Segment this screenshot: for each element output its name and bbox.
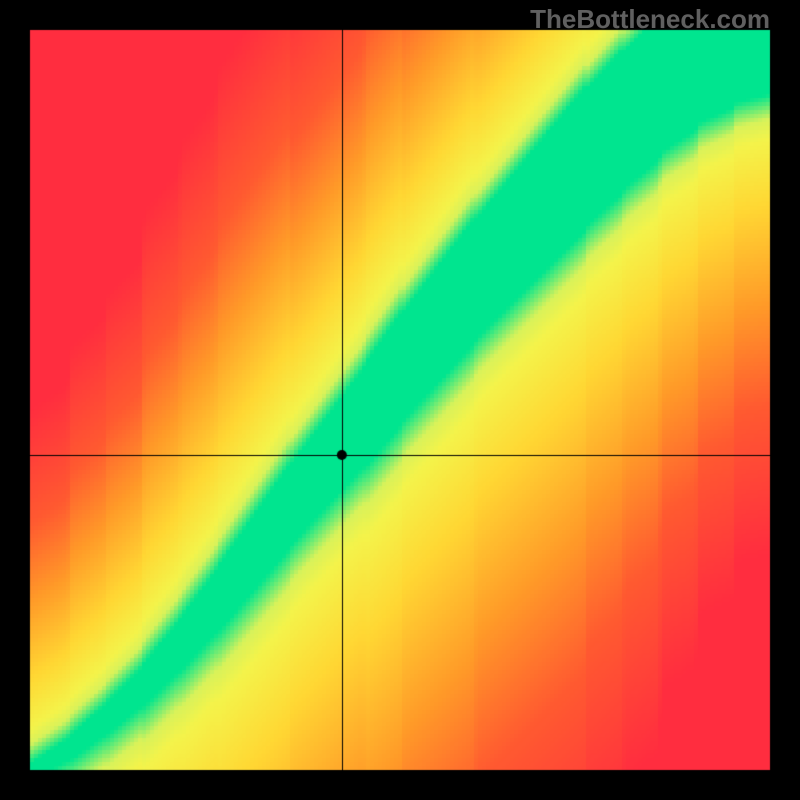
chart-container: { "watermark": { "text": "TheBottleneck.… [0,0,800,800]
bottleneck-heatmap [0,0,800,800]
watermark-text: TheBottleneck.com [530,4,770,35]
